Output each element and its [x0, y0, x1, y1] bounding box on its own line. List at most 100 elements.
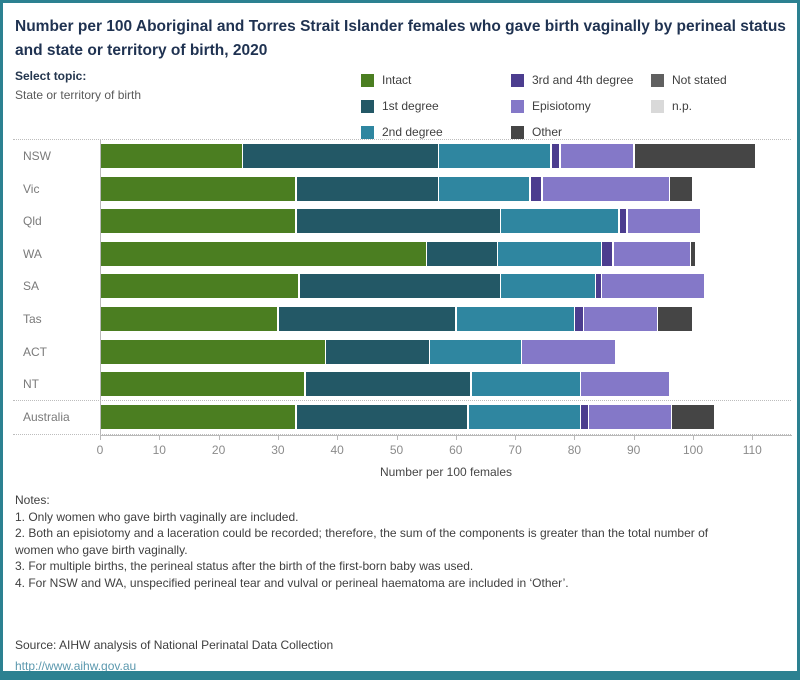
- bar-segment-1st-degree[interactable]: [296, 404, 468, 429]
- bar-segment-other[interactable]: [634, 144, 755, 168]
- bar-track: [101, 404, 715, 429]
- legend-swatch-1st-degree: [361, 99, 374, 113]
- axis-tick: [515, 436, 517, 440]
- bar-track: [101, 372, 670, 397]
- bar-segment-1st-degree[interactable]: [296, 209, 500, 234]
- bar-segment-intact[interactable]: [101, 372, 305, 397]
- bar-segment-intact[interactable]: [101, 274, 299, 299]
- chart-top-separator: [13, 139, 791, 140]
- axis-tick: [396, 436, 398, 440]
- bar-segment-3rd-and-4th-degree[interactable]: [551, 144, 560, 168]
- bar-segment-other[interactable]: [691, 241, 696, 266]
- bar-segment-episiotomy[interactable]: [627, 209, 701, 234]
- bar-segment-1st-degree[interactable]: [296, 176, 438, 201]
- bar-track: [101, 241, 697, 266]
- chart-row-wa: WA: [3, 241, 797, 266]
- notes-heading: Notes:: [15, 493, 50, 507]
- bar-segment-episiotomy[interactable]: [602, 274, 705, 299]
- bar-segment-episiotomy[interactable]: [560, 144, 634, 168]
- bar-segment-1st-degree[interactable]: [243, 144, 438, 168]
- bar-segment-2nd-degree[interactable]: [498, 241, 601, 266]
- legend-swatch-n-p: [651, 99, 664, 113]
- axis-tick: [693, 436, 694, 440]
- x-axis-title: Number per 100 females: [379, 465, 513, 479]
- note-item: 4. For NSW and WA, unspecified perineal …: [15, 575, 569, 590]
- bar-segment-2nd-degree[interactable]: [468, 404, 580, 429]
- axis-tick-label: 60: [449, 443, 463, 457]
- legend-item-1st-degree[interactable]: 1st degree: [361, 93, 511, 119]
- legend-item-intact[interactable]: Intact: [361, 67, 511, 93]
- row-label-nt: NT: [23, 377, 39, 392]
- bar-segment-intact[interactable]: [101, 339, 325, 364]
- bar-segment-1st-degree[interactable]: [326, 339, 429, 364]
- bar-segment-intact[interactable]: [101, 241, 426, 266]
- bar-segment-2nd-degree[interactable]: [501, 209, 619, 234]
- legend-item-2nd-degree[interactable]: 2nd degree: [361, 119, 511, 145]
- bar-segment-1st-degree[interactable]: [278, 307, 456, 331]
- select-topic-value[interactable]: State or territory of birth: [15, 88, 142, 102]
- legend-label: 3rd and 4th degree: [532, 73, 634, 87]
- bar-segment-episiotomy[interactable]: [613, 241, 690, 266]
- bar-segment-episiotomy[interactable]: [584, 307, 657, 331]
- bar-segment-episiotomy[interactable]: [581, 372, 669, 397]
- note-item: 2. Both an episiotomy and a laceration c…: [15, 526, 709, 557]
- legend-label: Not stated: [672, 73, 727, 87]
- legend-swatch-2nd-degree: [361, 125, 374, 139]
- x-axis-line: [100, 435, 792, 436]
- legend-swatch-not-stated: [651, 73, 664, 87]
- bar-segment-episiotomy[interactable]: [589, 404, 671, 429]
- legend-item-n-p[interactable]: n.p.: [651, 93, 727, 119]
- bar-segment-1st-degree[interactable]: [299, 274, 500, 299]
- source-link[interactable]: http://www.aihw.gov.au: [15, 659, 137, 673]
- bar-segment-episiotomy[interactable]: [542, 176, 669, 201]
- legend-item-other[interactable]: Other: [511, 119, 651, 145]
- row-label-australia: Australia: [23, 409, 70, 424]
- row-label-nsw: NSW: [23, 149, 51, 163]
- bar-segment-2nd-degree[interactable]: [439, 176, 530, 201]
- bar-segment-intact[interactable]: [101, 209, 296, 234]
- axis-tick: [100, 436, 101, 440]
- bar-segment-2nd-degree[interactable]: [501, 274, 595, 299]
- bar-segment-3rd-and-4th-degree[interactable]: [575, 307, 583, 331]
- bar-segment-intact[interactable]: [101, 144, 242, 168]
- row-label-act: ACT: [23, 344, 47, 359]
- bar-track: [101, 144, 756, 168]
- legend-item-not-stated[interactable]: Not stated: [651, 67, 727, 93]
- bar-segment-2nd-degree[interactable]: [456, 307, 574, 331]
- legend-swatch-episiotomy: [511, 99, 524, 113]
- bar-segment-2nd-degree[interactable]: [471, 372, 580, 397]
- legend-column: Intact 1st degree 2nd degree: [361, 67, 511, 145]
- legend-column: Not stated n.p.: [651, 67, 727, 145]
- axis-tick: [218, 436, 220, 440]
- bar-segment-intact[interactable]: [101, 176, 296, 201]
- legend-item-episiotomy[interactable]: Episiotomy: [511, 93, 651, 119]
- bar-segment-3rd-and-4th-degree[interactable]: [596, 274, 601, 299]
- bar-segment-1st-degree[interactable]: [305, 372, 471, 397]
- bar-segment-episiotomy[interactable]: [522, 339, 616, 364]
- bar-segment-3rd-and-4th-degree[interactable]: [619, 209, 627, 234]
- bar-segment-3rd-and-4th-degree[interactable]: [602, 241, 613, 266]
- axis-tick: [574, 436, 576, 440]
- legend-label: 1st degree: [382, 99, 439, 113]
- axis-tick: [455, 436, 457, 440]
- bar-segment-1st-degree[interactable]: [427, 241, 497, 266]
- axis-tick-label: 110: [742, 443, 762, 457]
- bar-segment-intact[interactable]: [101, 307, 278, 331]
- chart-row-sa: SA: [3, 274, 797, 299]
- australia-bottom-separator: [13, 434, 791, 435]
- axis-tick: [752, 436, 754, 440]
- bar-segment-intact[interactable]: [101, 404, 296, 429]
- axis-tick-label: 20: [211, 443, 226, 457]
- bar-segment-other[interactable]: [658, 307, 693, 331]
- bar-segment-other[interactable]: [672, 404, 714, 429]
- bar-segment-other[interactable]: [670, 176, 693, 201]
- bar-segment-3rd-and-4th-degree[interactable]: [530, 176, 542, 201]
- legend-item-3rd-and-4th-degree[interactable]: 3rd and 4th degree: [511, 67, 651, 93]
- row-label-vic: Vic: [23, 181, 40, 196]
- axis-tick: [159, 436, 161, 440]
- bar-segment-3rd-and-4th-degree[interactable]: [581, 404, 588, 429]
- bar-segment-2nd-degree[interactable]: [430, 339, 521, 364]
- row-label-tas: Tas: [23, 312, 42, 326]
- legend-swatch-other: [511, 125, 524, 139]
- bar-segment-2nd-degree[interactable]: [439, 144, 551, 168]
